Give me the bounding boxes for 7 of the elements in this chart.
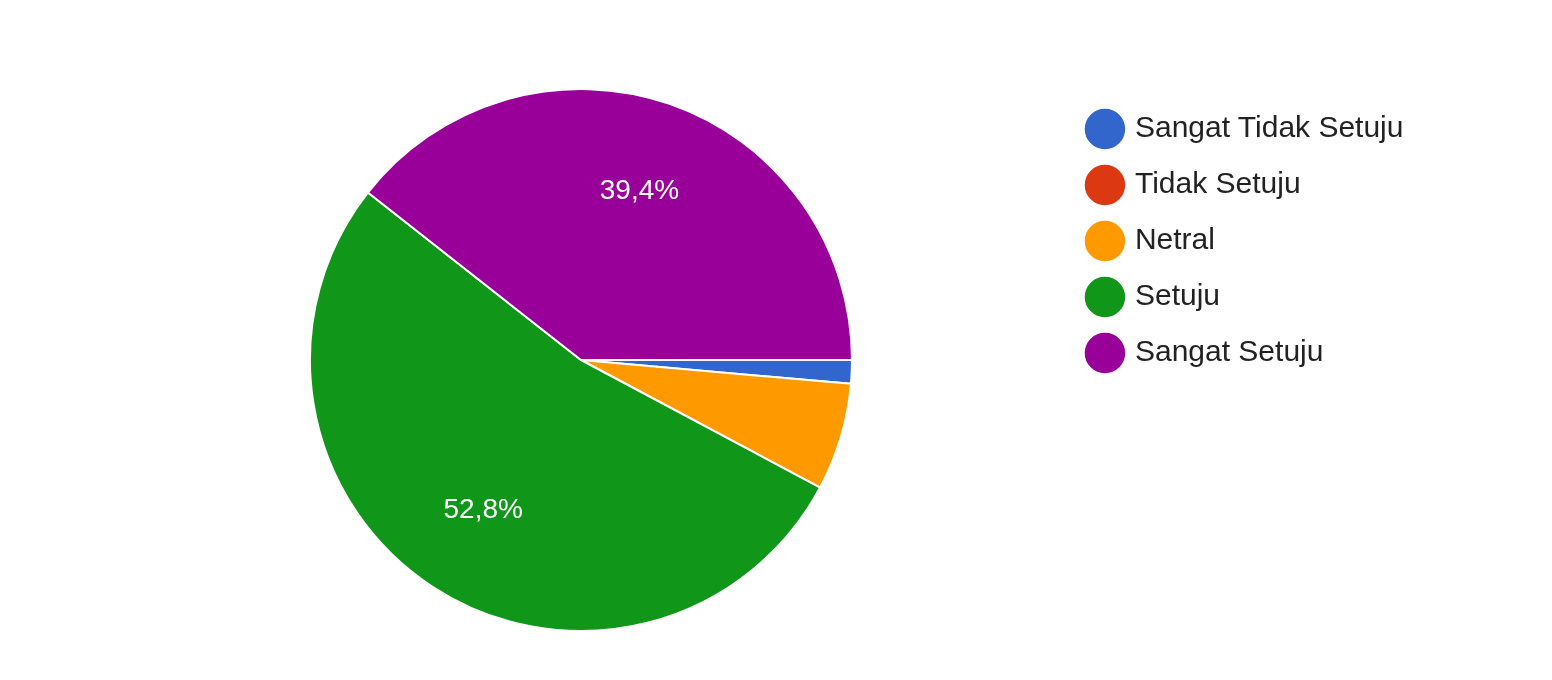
legend-label: Sangat Tidak Setuju — [1134, 110, 1404, 144]
data-label: 39,4% — [599, 173, 680, 205]
data-label: 52,8% — [443, 492, 523, 524]
legend-label: Sangat Setuju — [1134, 334, 1324, 368]
legend-label: Netral — [1134, 222, 1215, 256]
legend-label: Tidak Setuju — [1134, 166, 1301, 200]
legend-label: Setuju — [1134, 278, 1221, 312]
